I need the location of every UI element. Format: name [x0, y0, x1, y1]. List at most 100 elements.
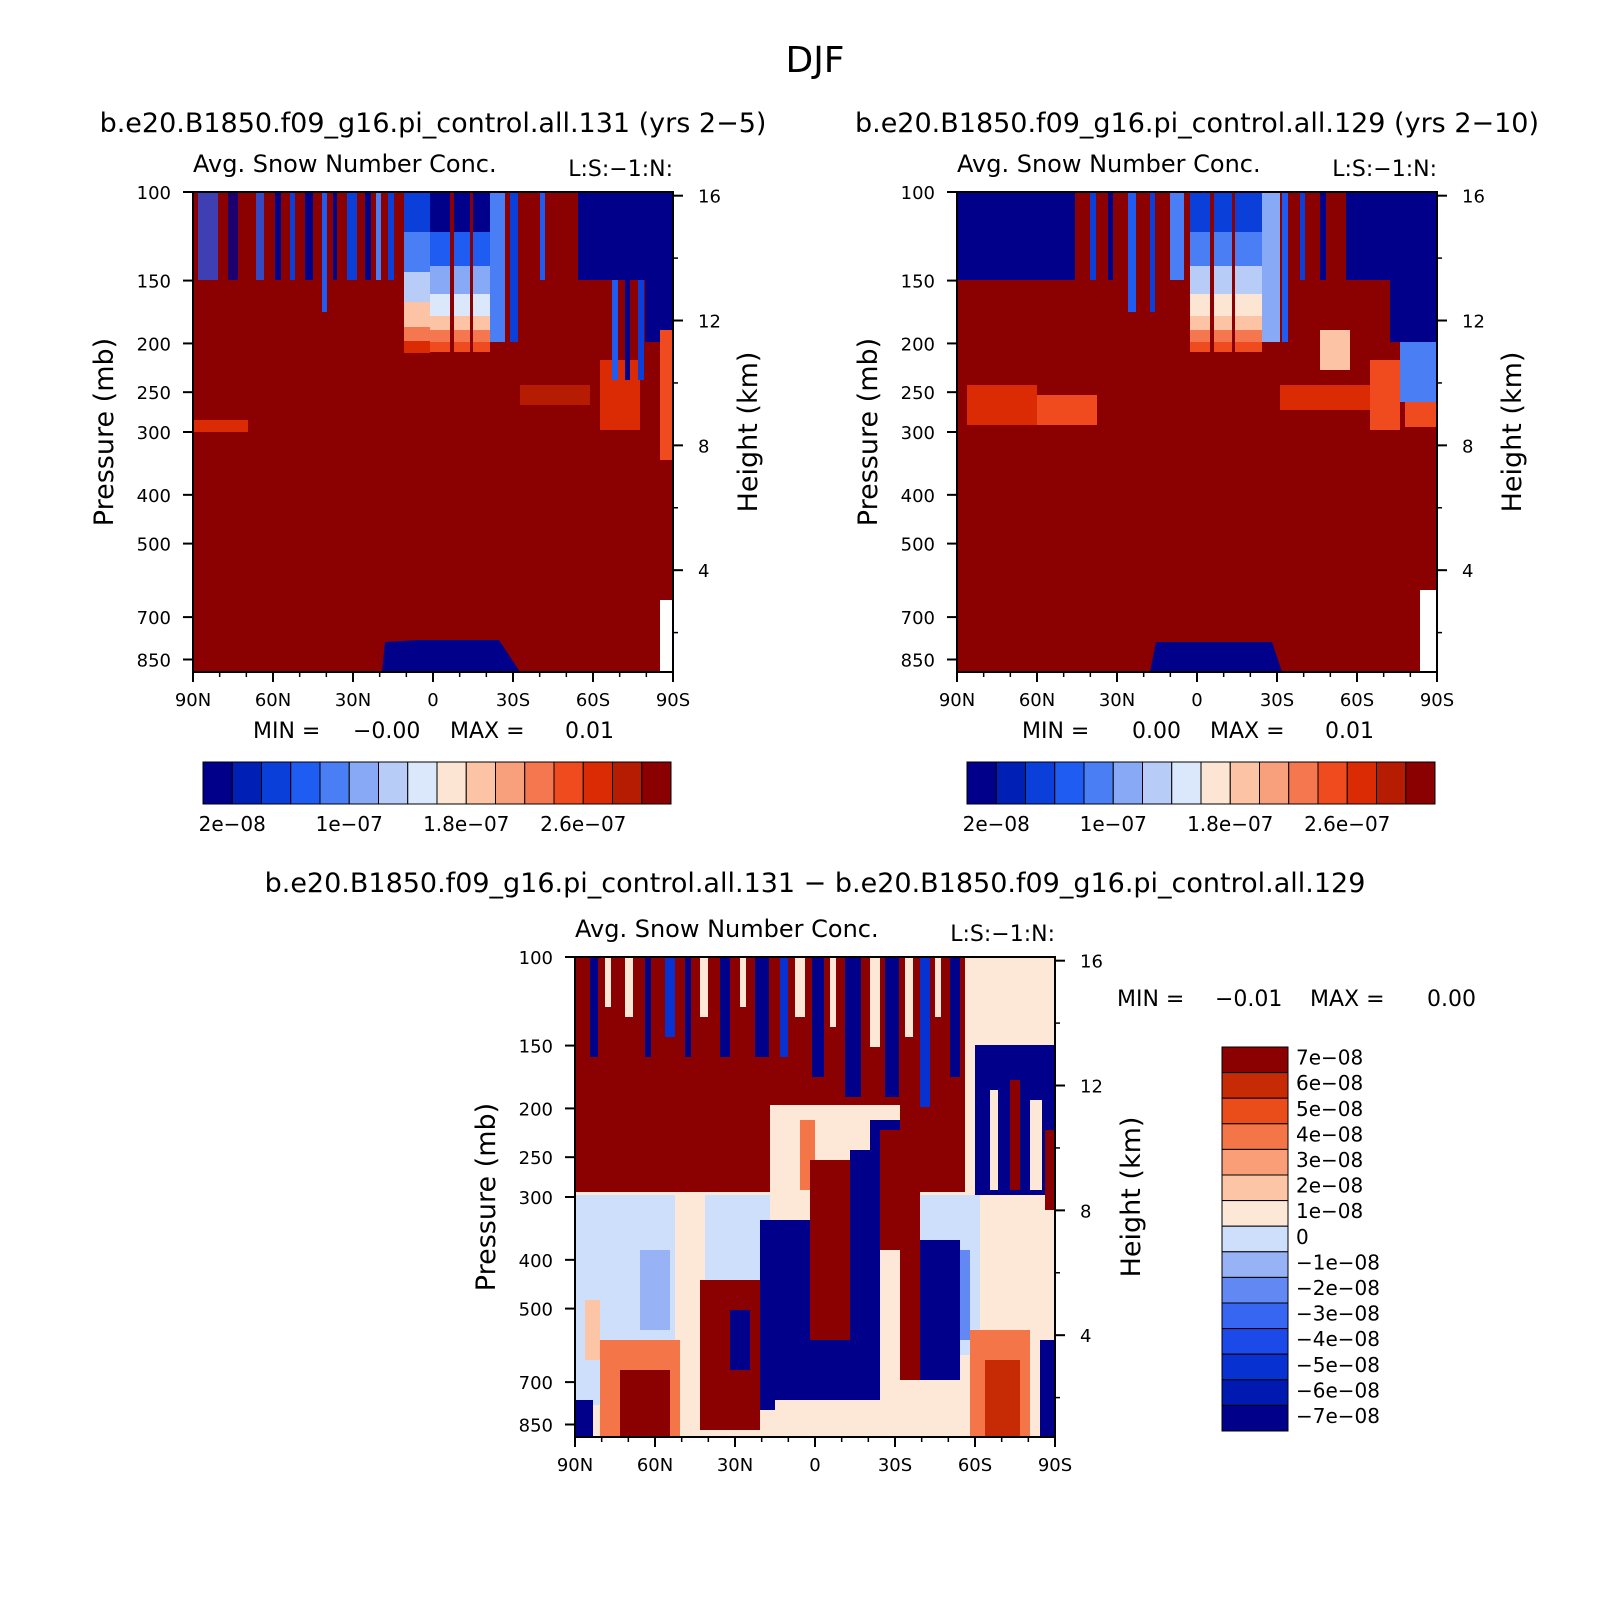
x-tick-label: 60N — [1019, 690, 1055, 711]
colorbar-swatch — [1221, 1353, 1289, 1381]
colorbar-swatch — [1221, 1276, 1289, 1304]
heatmap-field-2 — [957, 192, 1437, 672]
colorbar-swatch — [553, 761, 584, 805]
colorbar-swatch — [261, 761, 292, 805]
units-label-3: L:S:−1:N: — [950, 922, 1055, 947]
case-title-3: b.e20.B1850.f09_g16.pi_control.all.131 −… — [265, 868, 1366, 899]
colorbar-label: 3e−08 — [1296, 1148, 1363, 1172]
colorbar-swatch — [1054, 761, 1085, 805]
colorbar-swatch — [1405, 761, 1436, 805]
x-tick-label: 30N — [335, 690, 371, 711]
y-right-tick-label: 8 — [1462, 436, 1473, 457]
x-tick-label: 0 — [427, 690, 438, 711]
y-tick-label: 300 — [901, 423, 935, 444]
colorbar-swatch — [1221, 1225, 1289, 1253]
units-label-1: L:S:−1:N: — [568, 157, 673, 182]
y-tick-label: 100 — [137, 183, 171, 204]
colorbar-label: 2e−08 — [199, 812, 266, 836]
colorbar-swatch — [966, 761, 997, 805]
max-value-2: 0.01 — [1325, 719, 1374, 744]
colorbar-swatch — [1221, 1328, 1289, 1355]
x-tick-label: 30N — [717, 1455, 753, 1476]
panel-bottom-difference: b.e20.B1850.f09_g16.pi_control.all.131 −… — [265, 868, 1476, 1476]
y-axis-label-right-1: Height (km) — [733, 352, 764, 513]
y-right-tick-label: 4 — [698, 561, 709, 582]
y-tick-label: 850 — [137, 651, 171, 672]
y-tick-label: 300 — [519, 1188, 553, 1209]
y-tick-label: 700 — [901, 608, 935, 629]
colorbar-swatch — [348, 761, 379, 805]
colorbar-label: 6e−08 — [1296, 1071, 1363, 1095]
y-tick-label: 150 — [519, 1037, 553, 1058]
max-value-1: 0.01 — [565, 719, 614, 744]
y-right-tick-label: 16 — [1462, 187, 1485, 208]
y-ticks-right-2: 16 12 8 4 — [1437, 187, 1485, 634]
y-tick-label: 150 — [901, 272, 935, 293]
colorbar-swatch — [495, 761, 526, 805]
colorbar-label: −6e−08 — [1296, 1378, 1380, 1402]
y-tick-label: 250 — [901, 383, 935, 404]
units-label-2: L:S:−1:N: — [1332, 157, 1437, 182]
colorbar-swatch — [1229, 761, 1260, 805]
x-tick-label: 90S — [1038, 1455, 1072, 1476]
colorbar-swatch — [1221, 1404, 1289, 1432]
x-tick-label: 0 — [809, 1455, 820, 1476]
min-label-2: MIN = — [1022, 719, 1089, 744]
min-label-1: MIN = — [253, 719, 320, 744]
colorbar-swatch — [612, 761, 643, 805]
heatmap-field-3 — [575, 957, 1055, 1437]
colorbar-label: −1e−08 — [1296, 1250, 1380, 1274]
colorbar-swatch — [1200, 761, 1231, 805]
heatmap-field-1 — [193, 192, 673, 672]
colorbar-1: 2e−08 1e−07 1.8e−07 2.6e−07 — [199, 761, 672, 836]
y-right-tick-label: 4 — [1080, 1326, 1091, 1347]
max-label-2: MAX = — [1210, 719, 1285, 744]
panel-top-right: b.e20.B1850.f09_g16.pi_control.all.129 (… — [853, 108, 1539, 836]
colorbar-swatch — [436, 761, 467, 805]
colorbar-label: −5e−08 — [1296, 1353, 1380, 1377]
colorbar-swatch — [1221, 1097, 1289, 1125]
y-axis-label-right-3: Height (km) — [1116, 1117, 1147, 1278]
colorbar-2: 2e−08 1e−07 1.8e−07 2.6e−07 — [963, 761, 1436, 836]
colorbar-swatch — [319, 761, 350, 805]
x-ticks-3: 90N 60N 30N 0 30S 60S 90S — [557, 1437, 1072, 1476]
y-tick-label: 400 — [137, 486, 171, 507]
y-tick-label: 400 — [901, 486, 935, 507]
y-right-tick-label: 8 — [698, 436, 709, 457]
y-right-tick-label: 8 — [1080, 1201, 1091, 1222]
x-tick-label: 60N — [637, 1455, 673, 1476]
y-tick-label: 700 — [137, 608, 171, 629]
colorbar-3: 7e−086e−085e−084e−083e−082e−081e−080−1e−… — [1221, 1046, 1380, 1432]
colorbar-swatch — [1171, 761, 1202, 805]
x-tick-label: 60S — [1340, 690, 1374, 711]
x-ticks-1: 90N 60N 30N 0 30S 60S 90S — [175, 672, 690, 711]
y-ticks-right-3: 16 12 8 4 — [1055, 952, 1103, 1399]
max-label-1: MAX = — [450, 719, 525, 744]
colorbar-swatch — [1221, 1379, 1289, 1406]
y-tick-label: 500 — [137, 535, 171, 556]
y-tick-label: 850 — [901, 651, 935, 672]
x-tick-label: 90N — [557, 1455, 593, 1476]
x-tick-label: 90S — [1420, 690, 1454, 711]
colorbar-swatch — [378, 761, 409, 805]
x-tick-label: 0 — [1191, 690, 1202, 711]
colorbar-swatch — [995, 761, 1026, 805]
colorbar-swatch — [1025, 761, 1056, 805]
colorbar-label: 1.8e−07 — [423, 812, 509, 836]
y-right-tick-label: 12 — [1462, 312, 1485, 333]
colorbar-swatch — [1221, 1200, 1289, 1227]
min-label-3: MIN = — [1117, 987, 1184, 1012]
case-title-2: b.e20.B1850.f09_g16.pi_control.all.129 (… — [855, 108, 1539, 139]
colorbar-swatch — [1376, 761, 1407, 805]
x-tick-label: 90N — [175, 690, 211, 711]
colorbar-swatch — [1317, 761, 1348, 805]
x-tick-label: 30S — [878, 1455, 912, 1476]
y-right-tick-label: 12 — [698, 312, 721, 333]
plot-title-1: Avg. Snow Number Conc. — [193, 150, 497, 178]
colorbar-swatch — [1346, 761, 1377, 805]
y-tick-label: 200 — [901, 334, 935, 355]
y-tick-label: 500 — [901, 535, 935, 556]
colorbar-swatch — [1221, 1148, 1289, 1176]
colorbar-swatch — [231, 761, 262, 805]
